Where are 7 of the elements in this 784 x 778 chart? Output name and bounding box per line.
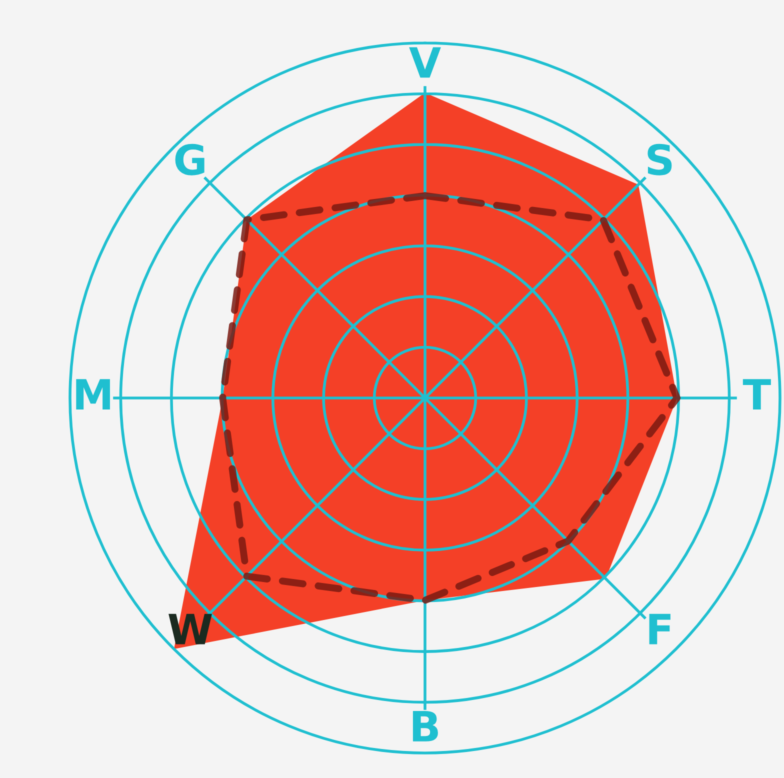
spoke-label: M bbox=[76, 379, 110, 410]
spoke-label: T bbox=[742, 379, 771, 410]
spoke-label: B bbox=[412, 711, 438, 742]
spoke-label: V bbox=[409, 47, 441, 78]
spoke-label: S bbox=[648, 144, 672, 176]
spoke-label: G bbox=[175, 144, 204, 176]
spoke-label: F bbox=[649, 614, 670, 644]
